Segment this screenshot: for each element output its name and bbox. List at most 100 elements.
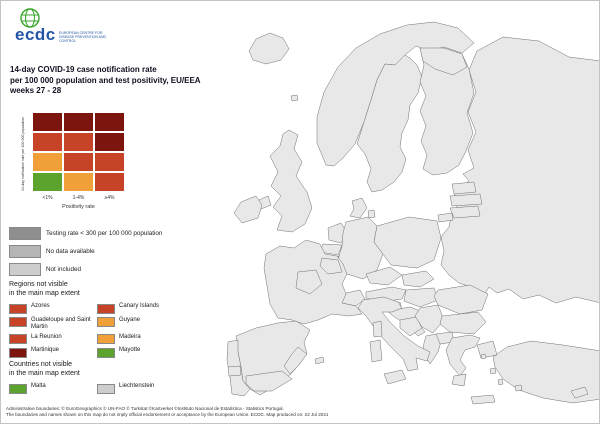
- legend-swatch: [9, 303, 27, 314]
- matrix-grid: [33, 113, 124, 191]
- countries-section-heading: Countries not visible in the main map ex…: [9, 361, 80, 377]
- positivity-tick: 1-4%: [72, 195, 85, 201]
- regions-legend-list: Azores Guadeloupe and Saint Martin La Re…: [9, 303, 173, 358]
- map-region-sweden: [356, 54, 423, 193]
- map-region-finland-north: [419, 47, 468, 76]
- ecdc-logo-word: ecdc: [15, 25, 56, 44]
- legend-item-no-data: No data available: [9, 245, 162, 258]
- regions-not-visible-section: Regions not visible in the main map exte…: [9, 281, 173, 358]
- map-region-faroe-islands: [290, 94, 299, 102]
- europe-map: [226, 21, 599, 405]
- map-region-cyprus: [570, 386, 589, 399]
- map-region-kaliningrad: [437, 212, 454, 223]
- matrix-cell: [64, 133, 93, 151]
- legend-item-liechtenstein: Liechtenstein: [97, 383, 173, 394]
- legend-label: Testing rate < 300 per 100 000 populatio…: [46, 230, 163, 237]
- map-region-andalusia: [245, 370, 293, 392]
- legend-item-azores: Azores: [9, 303, 97, 314]
- matrix-cell: [64, 153, 93, 171]
- matrix-cell: [33, 173, 62, 191]
- matrix-cell: [33, 133, 62, 151]
- legend-item-guadeloupe: Guadeloupe and Saint Martin: [9, 317, 97, 331]
- legend-swatch: [9, 263, 41, 276]
- map-region-turkey-thrace: [476, 340, 498, 359]
- map-footer: Administrative boundaries: © EuroGeograp…: [6, 406, 598, 418]
- map-region-france-centre: [295, 269, 323, 295]
- map-region-finland: [419, 47, 475, 176]
- map-region-sicily: [383, 369, 407, 385]
- regions-section-heading: Regions not visible in the main map exte…: [9, 281, 80, 297]
- map-region-bosnia: [399, 316, 423, 337]
- matrix-x-axis-label: Positivity rate: [62, 204, 95, 210]
- map-region-estonia: [451, 181, 477, 195]
- legend-swatch: [9, 227, 41, 240]
- legend-label: Not included: [46, 266, 82, 273]
- map-region-slovakia: [401, 270, 435, 288]
- positivity-tick: ≥4%: [104, 195, 115, 201]
- map-region-latvia: [449, 193, 483, 207]
- countries-legend-list: Malta Liechtenstein: [9, 383, 173, 394]
- status-legend: Testing rate < 300 per 100 000 populatio…: [9, 227, 162, 281]
- map-region-aegean-island: [480, 353, 487, 360]
- matrix-legend: 14-day notification rate per 100 000 pop…: [7, 105, 147, 215]
- matrix-column-labels: <1% 1-4% ≥4%: [33, 195, 124, 201]
- map-region-lisbon: [227, 365, 242, 377]
- map-region-peloponnese: [451, 373, 467, 387]
- legend-swatch: [9, 334, 27, 344]
- legend-swatch: [9, 383, 27, 394]
- legend-item-not-included: Not included: [9, 263, 162, 276]
- map-region-greece: [445, 334, 481, 377]
- legend-item-testing-rate: Testing rate < 300 per 100 000 populatio…: [9, 227, 162, 240]
- legend-item-malta: Malta: [9, 383, 97, 394]
- map-region-france-northeast: [319, 257, 343, 275]
- legend-item-canary-islands: Canary Islands: [97, 303, 173, 314]
- map-region-denmark: [349, 197, 368, 219]
- map-region-united-kingdom: [269, 129, 313, 233]
- matrix-cell: [95, 173, 124, 191]
- footer-line1: Administrative boundaries: © EuroGeograp…: [6, 406, 284, 411]
- map-region-czechia: [365, 266, 403, 286]
- legend-item-guyane: Guyane: [97, 317, 173, 331]
- map-region-lithuania: [449, 205, 481, 219]
- legend-swatch: [97, 383, 115, 394]
- map-title-line1: 14-day COVID-19 case notification rate: [10, 65, 157, 74]
- map-title-line3: weeks 27 - 28: [10, 86, 62, 95]
- positivity-tick: <1%: [42, 195, 53, 201]
- legend-swatch: [97, 334, 115, 344]
- legend-swatch: [9, 347, 27, 358]
- matrix-cell: [33, 153, 62, 171]
- matrix-y-axis-label: 14-day notification rate per 100 000 pop…: [21, 116, 25, 191]
- map-region-balearics: [314, 356, 325, 365]
- legend-item-madeira: Madeira: [97, 334, 173, 344]
- legend-swatch: [9, 245, 41, 258]
- map-region-corsica: [372, 320, 383, 338]
- countries-not-visible-section: Countries not visible in the main map ex…: [9, 361, 173, 394]
- matrix-cell: [33, 113, 62, 131]
- matrix-cell: [64, 173, 93, 191]
- map-region-rhodes: [514, 384, 523, 392]
- map-region-crete: [470, 394, 496, 405]
- map-region-valencia: [283, 346, 308, 375]
- map-title-line2: per 100 000 population and test positivi…: [10, 75, 201, 85]
- map-region-aegean-island: [497, 378, 504, 386]
- legend-swatch: [97, 347, 115, 358]
- ecdc-logo-caption: EUROPEAN CENTRE FOR DISEASE PREVENTION A…: [59, 31, 107, 44]
- footer-line2: The boundaries and names shown on this m…: [6, 412, 329, 418]
- legend-swatch: [97, 303, 115, 314]
- legend-item-la-reunion: La Reunion: [9, 334, 97, 344]
- matrix-cell: [95, 133, 124, 151]
- map-region-sardinia: [369, 339, 383, 363]
- legend-item-mayotte: Mayotte: [97, 347, 173, 358]
- map-title: 14-day COVID-19 case notification rate p…: [10, 65, 201, 97]
- map-region-iceland: [248, 32, 290, 65]
- map-region-aegean-island: [489, 367, 497, 375]
- matrix-cell: [95, 153, 124, 171]
- map-region-bulgaria: [439, 311, 487, 335]
- matrix-cell: [64, 113, 93, 131]
- map-region-romania: [433, 284, 489, 315]
- matrix-cell: [95, 113, 124, 131]
- legend-item-martinique: Martinique: [9, 347, 97, 358]
- legend-swatch: [97, 317, 115, 327]
- map-region-poland: [373, 216, 442, 269]
